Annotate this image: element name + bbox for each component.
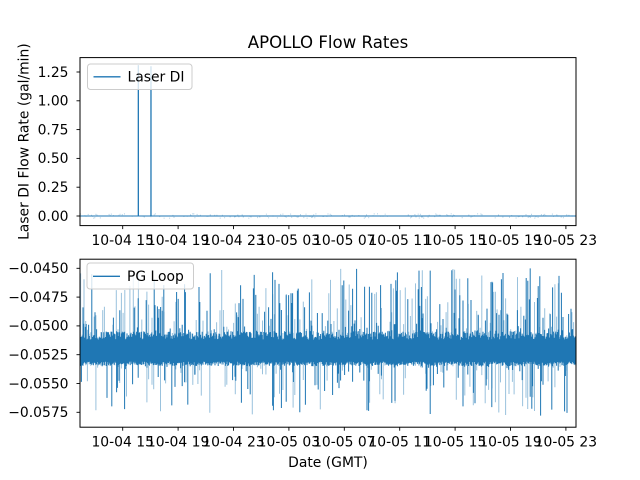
x-tick-label: 10-04 23 xyxy=(202,233,264,249)
y-tick-label: 1.00 xyxy=(38,94,69,110)
y-tick-label: 0.25 xyxy=(38,180,69,196)
x-tick-label: 10-04 15 xyxy=(91,233,153,249)
x-tick-label: 10-05 19 xyxy=(479,435,541,451)
x-tick-label: 10-05 03 xyxy=(258,435,320,451)
top-axes-frame xyxy=(79,57,577,227)
top-y-axis-label: Laser DI Flow Rate (gal/min) xyxy=(17,43,33,240)
x-tick-label: 10-05 23 xyxy=(535,233,597,249)
y-tick-label: −0.0550 xyxy=(8,376,68,392)
x-tick-label: 10-05 11 xyxy=(368,233,430,249)
top-legend-label: Laser DI xyxy=(128,69,185,85)
y-tick-label: 1.25 xyxy=(38,65,69,81)
bottom-legend: PG Loop xyxy=(86,262,194,290)
x-tick-label: 10-04 19 xyxy=(147,233,209,249)
y-tick-label: −0.0525 xyxy=(8,348,68,364)
x-tick-label: 10-05 15 xyxy=(424,435,486,451)
bottom-legend-frame xyxy=(86,262,194,290)
x-tick-label: 10-05 23 xyxy=(535,435,597,451)
y-tick-label: −0.0475 xyxy=(8,290,68,306)
y-tick-label: 0.75 xyxy=(38,122,69,138)
top-y-ticks: 1.25 1.00 0.75 0.50 0.25 0.00 xyxy=(38,65,80,225)
x-tick-label: 10-05 11 xyxy=(368,435,430,451)
x-tick-label: 10-04 19 xyxy=(147,435,209,451)
x-tick-label: 10-05 07 xyxy=(313,233,375,249)
y-tick-label: 0.00 xyxy=(38,209,69,225)
pg-loop-series xyxy=(80,268,576,416)
x-axis-label: Date (GMT) xyxy=(288,455,368,471)
figure-title: APOLLO Flow Rates xyxy=(248,33,409,52)
y-tick-label: 0.50 xyxy=(38,151,69,167)
bottom-axes-frame xyxy=(79,258,577,428)
top-legend: Laser DI xyxy=(87,63,193,90)
x-tick-label: 10-05 07 xyxy=(313,435,375,451)
y-tick-label: −0.0500 xyxy=(8,319,68,335)
pg-loop-noise xyxy=(80,268,576,416)
y-tick-label: −0.0450 xyxy=(8,261,68,277)
bottom-legend-label: PG Loop xyxy=(127,269,184,285)
x-tick-label: 10-05 19 xyxy=(479,233,541,249)
x-tick-label: 10-05 15 xyxy=(424,233,486,249)
bottom-y-ticks: −0.0450 −0.0475 −0.0500 −0.0525 −0.0550 −0.05… xyxy=(8,261,80,421)
x-tick-label: 10-04 15 xyxy=(91,435,153,451)
top-legend-frame xyxy=(87,63,193,90)
y-tick-label: −0.0575 xyxy=(8,405,68,421)
x-tick-label: 10-05 03 xyxy=(258,233,320,249)
x-tick-label: 10-04 23 xyxy=(202,435,264,451)
